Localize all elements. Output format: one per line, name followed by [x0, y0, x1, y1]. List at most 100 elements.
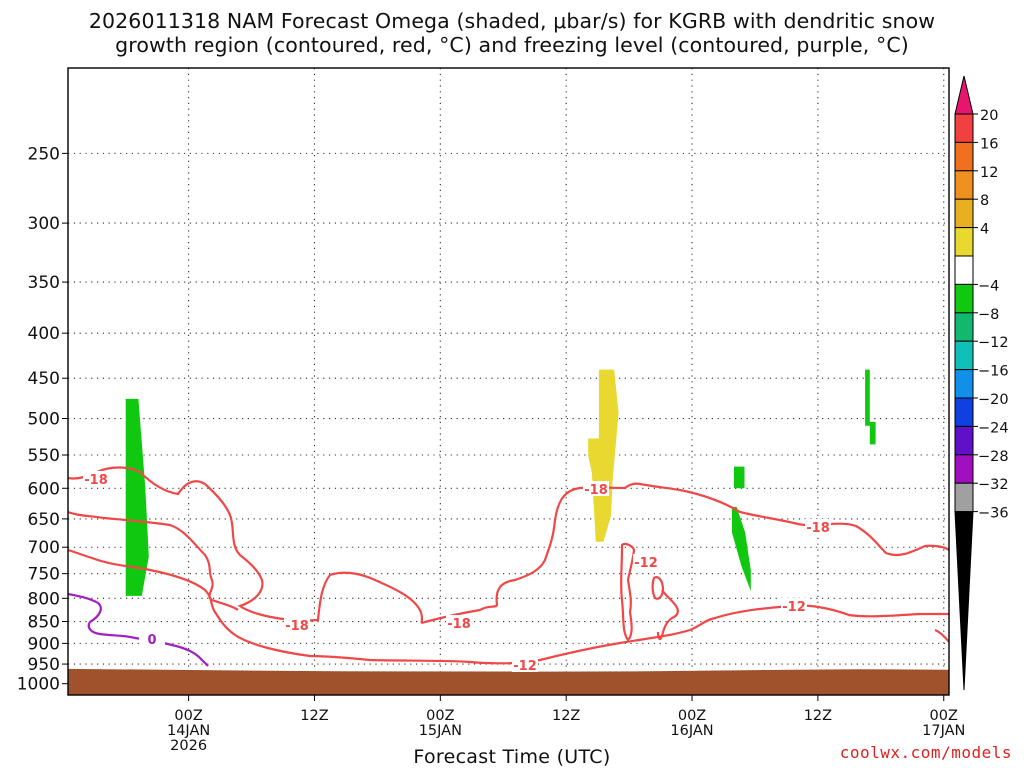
contour-label-bg	[805, 519, 831, 534]
contour-lines: -18 -18 -18 -18 -18 -12 -12 -12 0	[68, 466, 949, 674]
x-tick-label: 00Z	[174, 708, 202, 724]
colorbar-box	[954, 255, 974, 285]
colorbar: 20 16 12 8 4 −4 −8 −12 −16 −20 −24 −28 −32 −36	[954, 75, 1009, 691]
colorbar-box	[954, 397, 974, 427]
contour-label: -12	[782, 600, 806, 615]
grid-lines	[68, 68, 949, 695]
colorbar-bottom-arrow	[954, 511, 974, 691]
y-tick-label: 900	[28, 634, 60, 654]
site-credit[interactable]: coolwx.com/models	[839, 743, 1012, 762]
chart-title-line1: 2026011318 NAM Forecast Omega (shaded, μ…	[88, 9, 936, 33]
omega-region	[588, 369, 619, 542]
x-axis-title: Forecast Time (UTC)	[413, 746, 611, 768]
isotherm-line	[68, 548, 949, 665]
contour-label: -18	[806, 521, 830, 536]
contour-label-bg	[446, 615, 472, 630]
x-tick-label: 12Z	[300, 708, 328, 724]
omega-shading	[68, 369, 949, 695]
y-axis-ticks: 2503003504004505005506006507007508008509…	[17, 144, 68, 695]
colorbar-label: 4	[980, 222, 989, 238]
contour-label-bg	[83, 471, 109, 486]
terrain-ground	[68, 668, 949, 695]
x-tick-label: 12Z	[552, 708, 580, 724]
isotherm-line	[68, 466, 949, 624]
colorbar-box	[954, 227, 974, 257]
y-tick-label: 750	[28, 565, 60, 585]
y-tick-label: 300	[28, 214, 60, 234]
colorbar-top-arrow	[954, 75, 974, 115]
x-tick-label: 00Z	[930, 708, 958, 724]
colorbar-label: −16	[978, 364, 1009, 380]
contour-label-bg	[512, 657, 538, 672]
colorbar-box	[954, 198, 974, 229]
contour-label: -12	[634, 556, 658, 571]
y-tick-label: 650	[28, 510, 60, 530]
colorbar-box	[954, 369, 974, 399]
colorbar-label: −32	[978, 477, 1009, 493]
contour-label: -12	[513, 659, 537, 674]
colorbar-label: −28	[978, 449, 1009, 465]
contour-label-bg	[139, 631, 165, 646]
colorbar-label: −24	[978, 420, 1009, 436]
y-tick-label: 250	[28, 144, 60, 164]
y-tick-label: 550	[28, 446, 60, 466]
colorbar-label: −8	[978, 307, 999, 323]
colorbar-box	[954, 283, 974, 314]
colorbar-box	[954, 312, 974, 342]
x-tick-label: 00Z	[426, 708, 454, 724]
colorbar-label: −12	[978, 335, 1009, 351]
contour-label-bg	[633, 554, 659, 569]
x-tick-label: 15JAN	[419, 723, 462, 739]
x-tick-label: 14JAN	[167, 723, 210, 739]
y-tick-label: 400	[28, 324, 60, 344]
contour-label-bg	[583, 481, 609, 496]
contour-label: -18	[584, 483, 608, 498]
colorbar-box	[954, 482, 974, 513]
y-tick-label: 800	[28, 589, 60, 609]
contour-label-bg	[781, 598, 807, 613]
y-tick-label: 1000	[17, 675, 60, 695]
colorbar-label: 16	[980, 136, 998, 152]
contour-label: 0	[147, 633, 156, 648]
colorbar-label: 20	[980, 108, 998, 124]
y-tick-label: 700	[28, 538, 60, 558]
y-tick-label: 450	[28, 369, 60, 389]
y-tick-label: 850	[28, 613, 60, 633]
y-tick-label: 350	[28, 273, 60, 293]
omega-region	[734, 466, 745, 489]
x-tick-label: 12Z	[804, 708, 832, 724]
colorbar-label: −4	[978, 278, 999, 294]
colorbar-box	[954, 425, 974, 456]
colorbar-label: 8	[980, 193, 989, 209]
omega-region	[731, 506, 751, 592]
colorbar-label: −20	[978, 392, 1009, 408]
x-tick-label: 16JAN	[670, 723, 713, 739]
plot-frame	[67, 67, 950, 696]
x-tick-label: 2026	[170, 738, 207, 754]
contour-label: -18	[84, 473, 108, 488]
x-tick-label: 00Z	[678, 708, 706, 724]
colorbar-box	[954, 113, 974, 143]
isotherm-line	[934, 628, 949, 643]
colorbar-box	[954, 170, 974, 200]
freezing-level-line	[68, 592, 209, 667]
isotherm-line	[651, 576, 665, 600]
isotherm-line	[656, 589, 679, 641]
colorbar-box	[954, 141, 974, 172]
colorbar-box	[954, 340, 974, 371]
y-tick-label: 950	[28, 655, 60, 675]
colorbar-box	[954, 454, 974, 484]
y-tick-label: 500	[28, 410, 60, 430]
omega-region	[125, 398, 149, 596]
chart-title-line2: growth region (contoured, red, °C) and f…	[115, 33, 909, 57]
omega-region	[865, 369, 876, 445]
colorbar-label: −36	[978, 506, 1009, 522]
colorbar-label: 12	[980, 165, 998, 181]
contour-label-bg	[284, 617, 310, 632]
x-tick-label: 17JAN	[922, 723, 965, 739]
isotherm-line	[68, 510, 239, 611]
contour-label: -18	[285, 619, 309, 634]
isotherm-line	[620, 542, 636, 642]
